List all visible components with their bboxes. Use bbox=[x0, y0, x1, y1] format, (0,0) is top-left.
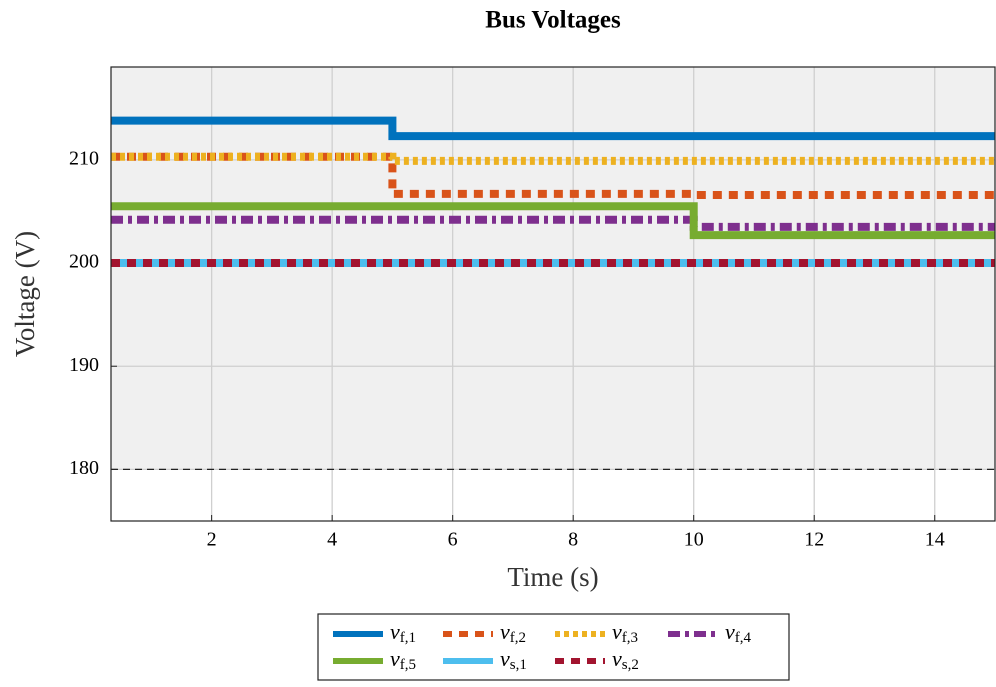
series-line bbox=[111, 116, 995, 141]
series-line bbox=[111, 202, 995, 240]
legend-label: vf,4 bbox=[725, 619, 752, 646]
y-tick-label: 190 bbox=[69, 354, 99, 376]
legend-label: vs,2 bbox=[612, 646, 639, 673]
plot-frame bbox=[110, 66, 996, 522]
x-tick-label: 14 bbox=[925, 529, 945, 551]
series-line bbox=[111, 152, 995, 199]
chart-title: Bus Voltages bbox=[485, 7, 621, 34]
x-tick-label: 2 bbox=[207, 529, 217, 551]
x-tick-label: 12 bbox=[804, 529, 824, 551]
y-tick-label: 200 bbox=[69, 251, 99, 273]
legend-label: vf,1 bbox=[390, 619, 416, 646]
y-axis-label: Voltage (V) bbox=[10, 231, 40, 357]
series-line bbox=[111, 152, 995, 165]
x-tick-label: 6 bbox=[448, 529, 458, 551]
x-tick-label: 4 bbox=[327, 529, 337, 551]
x-axis-label: Time (s) bbox=[507, 562, 598, 592]
legend-label: vf,5 bbox=[390, 646, 416, 673]
y-tick-label: 210 bbox=[69, 147, 99, 169]
legend-label: vs,1 bbox=[500, 646, 527, 673]
legend-label: vf,3 bbox=[612, 619, 638, 646]
x-tick-label: 10 bbox=[684, 529, 704, 551]
legend-label: vf,2 bbox=[500, 619, 526, 646]
legend-box bbox=[317, 613, 790, 681]
y-tick-label: 180 bbox=[69, 457, 99, 479]
safe-region bbox=[111, 67, 995, 470]
x-tick-label: 8 bbox=[568, 529, 578, 551]
